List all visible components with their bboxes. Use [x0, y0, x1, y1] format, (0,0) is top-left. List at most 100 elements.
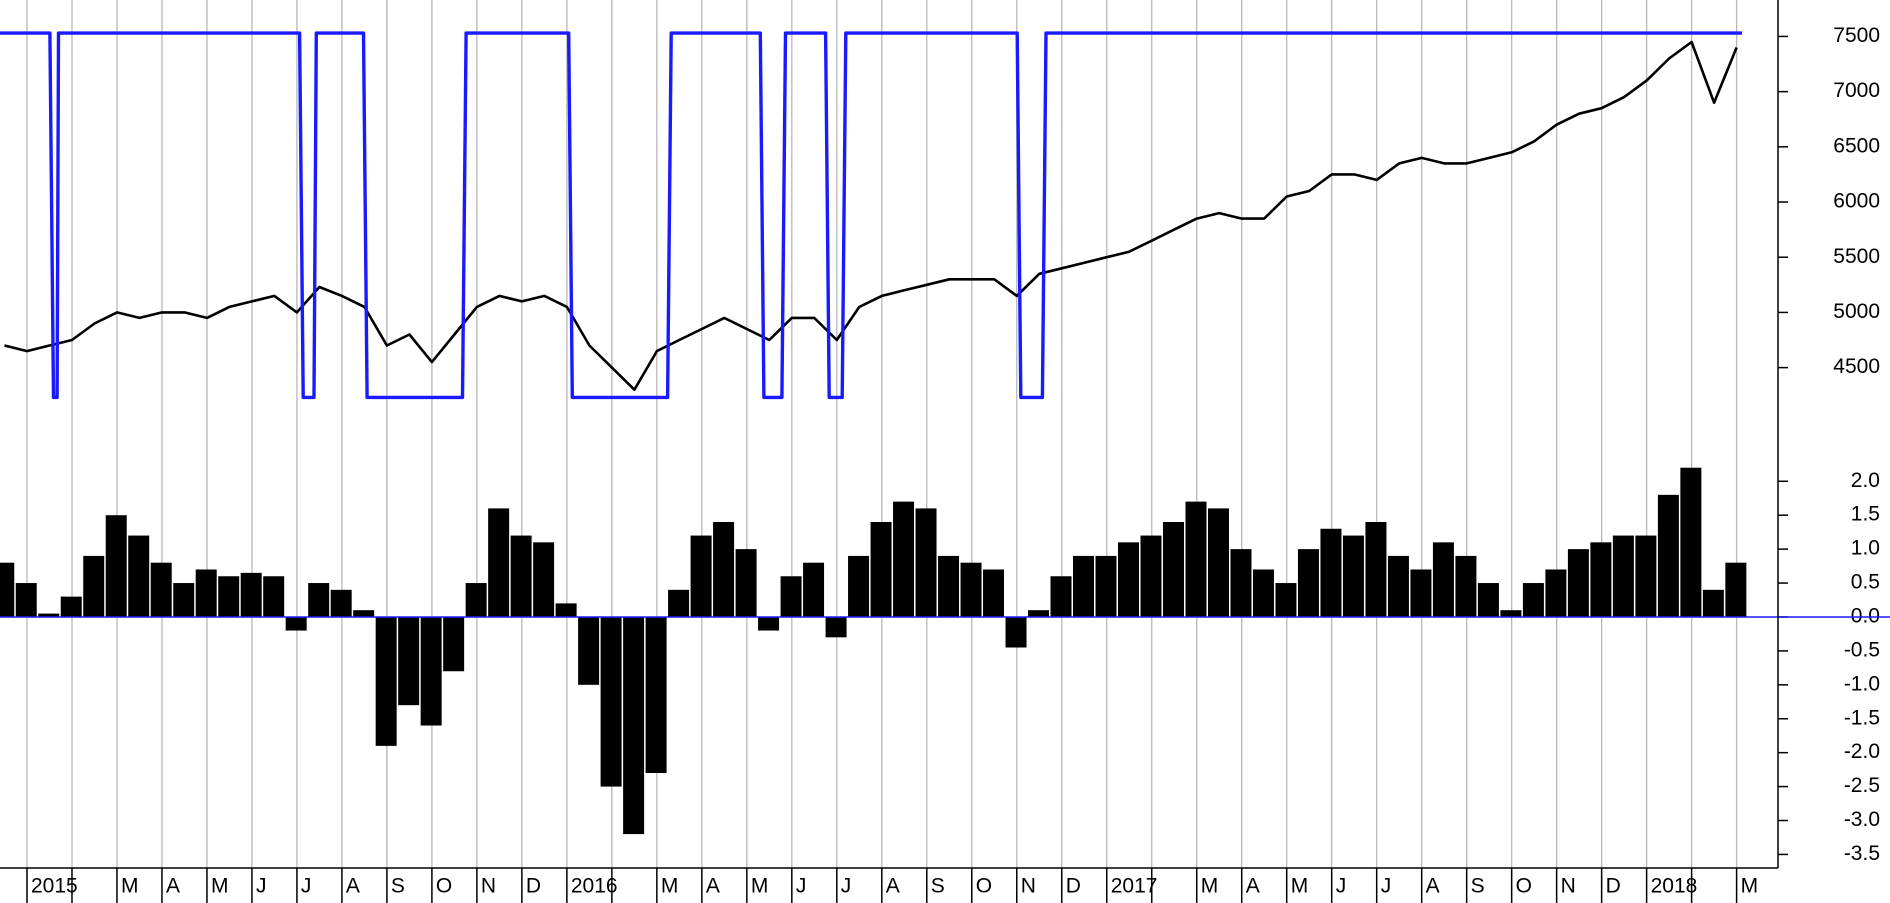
bar	[870, 521, 892, 617]
bar	[0, 562, 15, 617]
bar	[150, 562, 172, 617]
x-tick-label: 2018	[1651, 875, 1698, 898]
y-tick-label: 1.0	[1851, 537, 1880, 560]
y-tick-label: 5500	[1833, 245, 1880, 268]
x-tick-label: M	[1291, 875, 1309, 898]
y-tick-label: -1.0	[1844, 672, 1880, 695]
bar	[1095, 555, 1117, 617]
x-tick-label: J	[1381, 875, 1392, 898]
bar	[1050, 576, 1072, 617]
x-tick-label: O	[436, 875, 452, 898]
bar	[1073, 555, 1095, 617]
bar	[1365, 521, 1387, 617]
bar	[1162, 521, 1184, 617]
x-tick-label: M	[1201, 875, 1219, 898]
x-tick-label: S	[931, 875, 945, 898]
bar	[645, 616, 667, 774]
bar	[195, 569, 217, 617]
x-tick-label: A	[886, 875, 900, 898]
bar	[510, 535, 532, 617]
x-tick-label: M	[121, 875, 139, 898]
bar	[848, 555, 870, 617]
bar	[1702, 589, 1724, 617]
y-tick-label: 6000	[1833, 190, 1880, 213]
bar	[83, 555, 105, 617]
y-tick-label: -3.0	[1844, 808, 1880, 831]
x-tick-label: A	[706, 875, 720, 898]
x-tick-label: N	[1561, 875, 1576, 898]
bar	[263, 576, 285, 617]
y-tick-label: 0.0	[1851, 605, 1880, 628]
bar	[443, 616, 465, 672]
bar	[1455, 555, 1477, 617]
bar	[1410, 569, 1432, 617]
bar	[1567, 549, 1589, 617]
x-tick-label: J	[301, 875, 312, 898]
y-tick-label: -3.5	[1844, 842, 1880, 865]
bar	[1275, 583, 1297, 617]
bar	[285, 616, 307, 631]
bar	[938, 555, 960, 617]
y-tick-label: -1.5	[1844, 706, 1880, 729]
bar	[330, 589, 352, 617]
bar	[353, 610, 375, 617]
bar	[38, 613, 60, 617]
series-line	[4, 40, 1738, 391]
bar	[623, 616, 645, 835]
y-tick-label: 7500	[1833, 24, 1880, 47]
x-tick-label: O	[1516, 875, 1532, 898]
bar	[128, 535, 150, 617]
bar	[1500, 610, 1522, 617]
bar	[308, 583, 330, 617]
bar	[713, 521, 735, 617]
x-tick-label: 2015	[31, 875, 78, 898]
x-tick-label: D	[1606, 875, 1621, 898]
bar	[780, 576, 802, 617]
bar	[1117, 542, 1139, 617]
bar	[375, 616, 397, 746]
bar	[1612, 535, 1634, 617]
x-tick-label: D	[1066, 875, 1081, 898]
bar	[240, 572, 262, 617]
x-tick-label: O	[976, 875, 992, 898]
y-tick-label: 6500	[1833, 134, 1880, 157]
x-tick-label: D	[526, 875, 541, 898]
bar	[1252, 569, 1274, 617]
x-tick-label: A	[1246, 875, 1260, 898]
bar	[578, 616, 600, 685]
bar	[1207, 508, 1229, 617]
x-tick-label: A	[1426, 875, 1440, 898]
x-tick-label: A	[166, 875, 180, 898]
x-tick-label: N	[481, 875, 496, 898]
bar	[1477, 583, 1499, 617]
bar	[1005, 616, 1027, 648]
bar	[1522, 583, 1544, 617]
y-tick-label: 5000	[1833, 300, 1880, 323]
bar	[398, 616, 420, 706]
bar	[420, 616, 442, 726]
x-tick-label: J	[796, 875, 807, 898]
bar	[758, 616, 780, 631]
bar	[555, 603, 577, 617]
bar	[668, 589, 690, 617]
bar	[600, 616, 622, 787]
x-tick-label: M	[751, 875, 769, 898]
bar	[1590, 542, 1612, 617]
bar	[1725, 562, 1747, 617]
y-tick-label: 2.0	[1851, 469, 1880, 492]
bar	[1545, 569, 1567, 617]
x-tick-label: S	[1471, 875, 1485, 898]
bar	[105, 515, 127, 617]
series-line	[0, 31, 1742, 400]
bar	[1657, 494, 1679, 617]
bar	[533, 542, 555, 617]
y-tick-label: -0.5	[1844, 638, 1880, 661]
x-tick-label: 2016	[571, 875, 618, 898]
bar	[1185, 501, 1207, 617]
bar	[1297, 549, 1319, 617]
bar	[893, 501, 915, 617]
plot	[0, 31, 1890, 835]
grid: 4500 5000 5500 6000 6500 7000 7500 2.0 1.5 1.0 0.5…	[26, 0, 1880, 903]
